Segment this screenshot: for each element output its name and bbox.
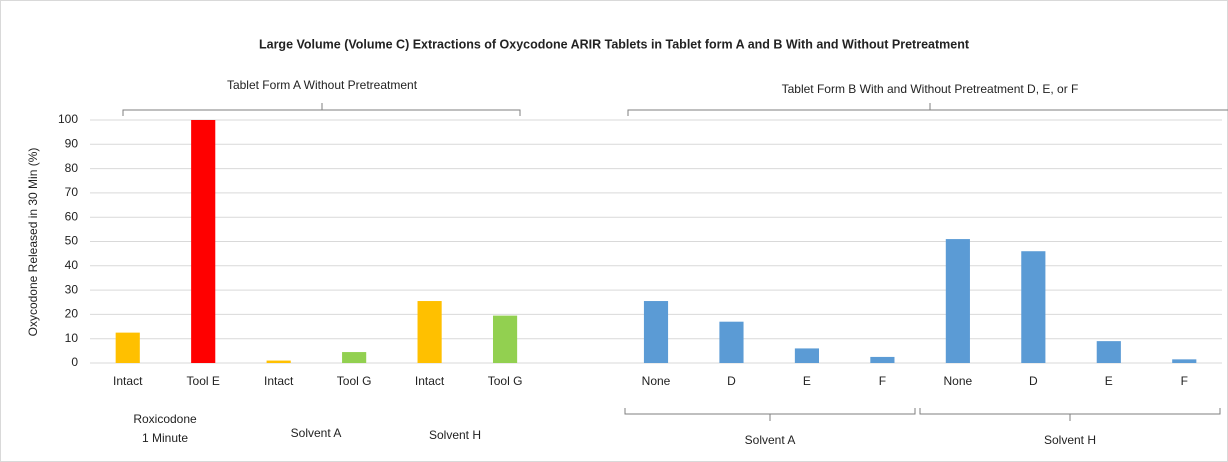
bar — [794, 348, 820, 363]
x-tick-label: Tool E — [187, 374, 220, 388]
bar — [191, 120, 216, 363]
bar — [342, 352, 367, 363]
group-label: Roxicodone — [133, 412, 197, 426]
y-tick-label: 80 — [65, 161, 79, 175]
y-tick-label: 20 — [65, 307, 79, 321]
group-label: Tablet Form B With and Without Pretreatm… — [782, 82, 1079, 96]
bar — [945, 239, 970, 363]
y-tick-label: 30 — [65, 282, 79, 296]
x-tick-label: Intact — [264, 374, 294, 388]
x-tick-label: F — [879, 374, 886, 388]
bar — [1096, 341, 1121, 363]
bar — [417, 301, 442, 363]
group-label: Solvent A — [745, 433, 796, 447]
y-tick-label: 100 — [58, 112, 78, 126]
group-label: 1 Minute — [142, 431, 188, 445]
y-tick-label: 50 — [65, 234, 79, 248]
x-tick-label: E — [1105, 374, 1113, 388]
bracket — [627, 103, 1228, 116]
x-tick-label: None — [642, 374, 671, 388]
y-axis-label: Oxycodone Released in 30 Min (%) — [26, 148, 40, 337]
x-tick-label: None — [944, 374, 973, 388]
bar — [266, 360, 291, 363]
x-tick-label: F — [1181, 374, 1188, 388]
x-tick-label: Intact — [415, 374, 445, 388]
bar — [115, 332, 140, 363]
y-tick-label: 90 — [65, 136, 79, 150]
bar — [1172, 359, 1197, 363]
bar — [719, 321, 744, 363]
bar — [1021, 251, 1046, 363]
y-tick-label: 60 — [65, 209, 79, 223]
y-tick-label: 10 — [65, 331, 79, 345]
group-label: Solvent A — [291, 426, 342, 440]
y-tick-label: 40 — [65, 258, 79, 272]
bar — [492, 315, 518, 363]
group-label: Solvent H — [1044, 433, 1096, 447]
x-tick-label: E — [803, 374, 811, 388]
x-tick-label: Tool G — [488, 374, 523, 388]
y-tick-label: 70 — [65, 185, 79, 199]
x-tick-label: D — [727, 374, 736, 388]
group-label: Solvent H — [429, 428, 481, 442]
bracket — [624, 408, 916, 421]
chart-title: Large Volume (Volume C) Extractions of O… — [259, 37, 970, 51]
bar — [870, 356, 895, 363]
group-label: Tablet Form A Without Pretreatment — [227, 78, 418, 92]
x-tick-label: Intact — [113, 374, 143, 388]
bar — [643, 301, 669, 363]
bracket — [122, 103, 521, 116]
x-tick-label: D — [1029, 374, 1038, 388]
y-tick-label: 0 — [71, 355, 78, 369]
x-tick-label: Tool G — [337, 374, 372, 388]
bracket — [919, 408, 1221, 421]
